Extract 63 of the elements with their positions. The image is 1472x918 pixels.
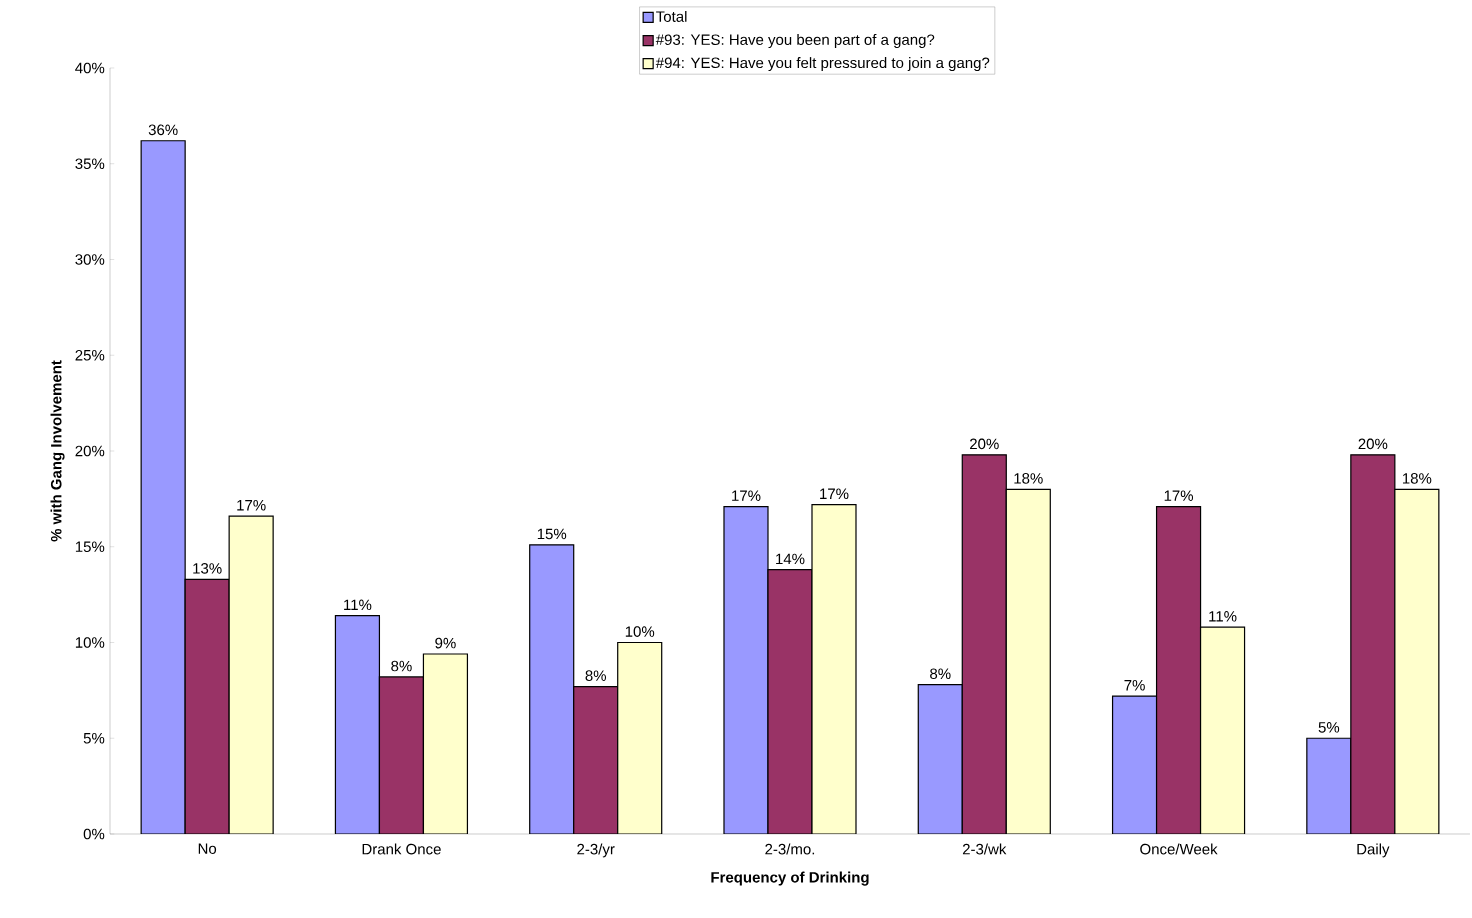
y-tick-label: 20%: [75, 445, 105, 457]
bar: [617, 641, 663, 834]
x-tick-label: No: [198, 843, 217, 854]
bar: [228, 515, 274, 834]
bar: [334, 615, 381, 834]
data-label: 11%: [1209, 611, 1237, 622]
bar: [1394, 488, 1440, 834]
bar: [184, 578, 230, 834]
bar: [1350, 454, 1396, 834]
data-label: 10%: [625, 626, 655, 637]
bar: [573, 685, 619, 834]
x-tick-label: Drank Once: [362, 843, 441, 855]
y-tick-label: 5%: [83, 732, 105, 744]
data-label: 8%: [585, 670, 607, 681]
y-tick-label: 25%: [75, 349, 105, 361]
bar: [917, 684, 963, 834]
y-tick-label: 10%: [75, 637, 105, 648]
data-label: 7%: [1124, 680, 1145, 691]
bar: [1111, 695, 1158, 834]
bar: [422, 653, 469, 834]
y-tick-label: 15%: [75, 541, 105, 553]
legend-label: #93: YES: Have you been part of a gang?: [655, 33, 935, 48]
data-label: 20%: [970, 438, 999, 450]
data-label: 17%: [820, 488, 849, 500]
bar: [1199, 626, 1246, 834]
data-label: 17%: [237, 500, 266, 511]
data-label: 17%: [1164, 490, 1194, 501]
legend-label: #94: YES: Have you felt pressured to join a gang?: [655, 57, 990, 72]
bar: [1155, 505, 1202, 834]
data-label: 18%: [1402, 473, 1432, 484]
bar: [1306, 737, 1352, 834]
data-label: 8%: [930, 668, 951, 680]
x-tick-label: 2-3/wk: [962, 843, 1007, 855]
x-tick-label: 2-3/mo.: [765, 843, 815, 855]
data-label: 9%: [435, 637, 456, 649]
x-tick-label: Once/Week: [1140, 843, 1218, 855]
data-label: 8%: [391, 660, 412, 672]
data-label: 11%: [344, 599, 372, 611]
bar: [378, 676, 425, 834]
data-label: 14%: [776, 553, 805, 565]
bar: [767, 569, 813, 834]
data-label: 20%: [1358, 438, 1388, 450]
y-axis-title: % with Gang Involvement: [50, 360, 65, 542]
y-tick-label: 30%: [75, 254, 105, 265]
x-tick-label: Daily: [1357, 843, 1390, 858]
y-tick-label: 40%: [75, 62, 105, 74]
data-label: 18%: [1014, 473, 1043, 484]
x-tick-label: 2-3/yr: [577, 843, 615, 858]
y-tick-label: 35%: [75, 158, 105, 170]
x-axis-title: Frequency of Drinking: [711, 871, 869, 886]
data-label: 17%: [732, 490, 761, 501]
data-label: 13%: [193, 563, 222, 574]
bar: [1005, 488, 1051, 834]
data-label: 36%: [148, 124, 178, 136]
bar: [529, 544, 575, 834]
data-label: 5%: [1318, 722, 1340, 733]
data-label: 15%: [537, 528, 567, 540]
y-tick-label: 0%: [83, 828, 105, 840]
bar: [723, 505, 769, 834]
bar: [961, 454, 1007, 834]
bar: [140, 140, 186, 834]
legend-label: Total: [656, 10, 687, 22]
bar: [811, 504, 857, 834]
